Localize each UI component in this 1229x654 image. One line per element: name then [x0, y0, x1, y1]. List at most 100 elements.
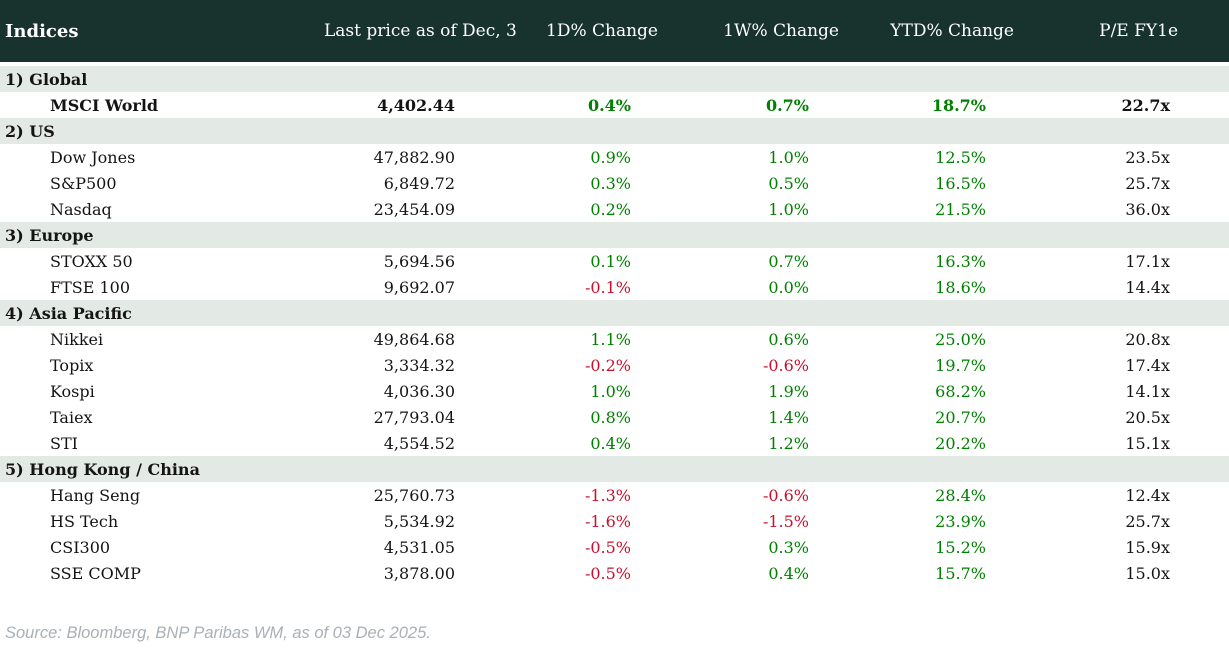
index-row: STOXX 50 5,694.56 0.1% 0.7% 16.3% 17.1x [0, 248, 1229, 274]
change-ytd-cell: 12.5% [935, 147, 986, 167]
section-header-row: 5) Hong Kong / China [0, 456, 1229, 482]
column-header-ytd-change: YTD% Change [890, 21, 1014, 41]
index-name-cell: Taiex [50, 407, 93, 427]
table-body: 1) Global MSCI World 4,402.44 0.4% 0.7% 18.7%… [0, 66, 1229, 586]
change-1d-cell: 0.1% [590, 251, 631, 271]
last-price-cell: 3,878.00 [383, 563, 455, 583]
change-1d-cell: 0.3% [590, 173, 631, 193]
change-1w-cell: 1.0% [768, 199, 809, 219]
change-ytd-cell: 16.3% [935, 251, 986, 271]
change-1w-cell: 0.7% [768, 251, 809, 271]
section-header-row: 3) Europe [0, 222, 1229, 248]
change-ytd-cell: 18.7% [931, 95, 986, 115]
index-row: S&P500 6,849.72 0.3% 0.5% 16.5% 25.7x [0, 170, 1229, 196]
pe-cell: 25.7x [1125, 511, 1170, 531]
index-name-cell: CSI300 [50, 537, 111, 557]
change-1d-cell: -0.1% [584, 277, 631, 297]
change-ytd-cell: 25.0% [935, 329, 986, 349]
change-ytd-cell: 28.4% [935, 485, 986, 505]
change-ytd-cell: 20.7% [935, 407, 986, 427]
index-name-cell: Kospi [50, 381, 95, 401]
index-name-cell: Hang Seng [50, 485, 141, 505]
column-header-indices: Indices [5, 20, 79, 42]
section-label: 1) Global [5, 69, 88, 89]
last-price-cell: 4,554.52 [383, 433, 455, 453]
index-name-cell: Topix [50, 355, 94, 375]
index-row: STI 4,554.52 0.4% 1.2% 20.2% 15.1x [0, 430, 1229, 456]
pe-cell: 15.9x [1125, 537, 1170, 557]
change-1w-cell: 1.2% [768, 433, 809, 453]
change-ytd-cell: 21.5% [935, 199, 986, 219]
change-1d-cell: -1.6% [584, 511, 631, 531]
section-header-row: 1) Global [0, 66, 1229, 92]
index-row: HS Tech 5,534.92 -1.6% -1.5% 23.9% 25.7x [0, 508, 1229, 534]
change-ytd-cell: 15.7% [935, 563, 986, 583]
pe-cell: 14.4x [1125, 277, 1170, 297]
change-1d-cell: 1.0% [590, 381, 631, 401]
pe-cell: 22.7x [1121, 95, 1170, 115]
change-1d-cell: 1.1% [590, 329, 631, 349]
index-name-cell: MSCI World [50, 95, 159, 115]
change-1w-cell: -1.5% [762, 511, 809, 531]
index-row: SSE COMP 3,878.00 -0.5% 0.4% 15.7% 15.0x [0, 560, 1229, 586]
index-row: Nasdaq 23,454.09 0.2% 1.0% 21.5% 36.0x [0, 196, 1229, 222]
last-price-cell: 9,692.07 [383, 277, 455, 297]
pe-cell: 12.4x [1125, 485, 1170, 505]
change-1w-cell: 1.9% [768, 381, 809, 401]
last-price-cell: 5,694.56 [383, 251, 455, 271]
change-ytd-cell: 16.5% [935, 173, 986, 193]
index-name-cell: FTSE 100 [50, 277, 131, 297]
pe-cell: 20.8x [1125, 329, 1170, 349]
index-name-cell: SSE COMP [50, 563, 141, 583]
section-label: 3) Europe [5, 225, 94, 245]
change-ytd-cell: 23.9% [935, 511, 986, 531]
index-name-cell: Dow Jones [50, 147, 136, 167]
change-1w-cell: 0.6% [768, 329, 809, 349]
change-1d-cell: -0.2% [584, 355, 631, 375]
index-name-cell: HS Tech [50, 511, 119, 531]
change-ytd-cell: 19.7% [935, 355, 986, 375]
pe-cell: 23.5x [1125, 147, 1170, 167]
last-price-cell: 4,036.30 [383, 381, 455, 401]
index-row: Dow Jones 47,882.90 0.9% 1.0% 12.5% 23.5x [0, 144, 1229, 170]
change-ytd-cell: 20.2% [935, 433, 986, 453]
section-header-row: 2) US [0, 118, 1229, 144]
pe-cell: 14.1x [1125, 381, 1170, 401]
last-price-cell: 3,334.32 [383, 355, 455, 375]
pe-cell: 20.5x [1125, 407, 1170, 427]
change-1d-cell: 0.4% [590, 433, 631, 453]
change-1w-cell: 1.4% [768, 407, 809, 427]
change-1w-cell: 0.0% [768, 277, 809, 297]
pe-cell: 17.1x [1125, 251, 1170, 271]
change-1d-cell: 0.8% [590, 407, 631, 427]
index-name-cell: STOXX 50 [50, 251, 133, 271]
column-header-last-price: Last price as of Dec, 3 [324, 21, 517, 41]
change-ytd-cell: 68.2% [935, 381, 986, 401]
last-price-cell: 47,882.90 [373, 147, 455, 167]
last-price-cell: 5,534.92 [383, 511, 455, 531]
change-1w-cell: 0.5% [768, 173, 809, 193]
section-header-row: 4) Asia Pacific [0, 300, 1229, 326]
change-1w-cell: 0.4% [768, 563, 809, 583]
index-name-cell: S&P500 [50, 173, 117, 193]
pe-cell: 25.7x [1125, 173, 1170, 193]
change-1d-cell: -1.3% [584, 485, 631, 505]
change-1d-cell: 0.2% [590, 199, 631, 219]
change-1d-cell: 0.9% [590, 147, 631, 167]
index-row: Hang Seng 25,760.73 -1.3% -0.6% 28.4% 12.4x [0, 482, 1229, 508]
index-row: Topix 3,334.32 -0.2% -0.6% 19.7% 17.4x [0, 352, 1229, 378]
index-row: FTSE 100 9,692.07 -0.1% 0.0% 18.6% 14.4x [0, 274, 1229, 300]
source-note: Source: Bloomberg, BNP Paribas WM, as of… [5, 624, 431, 642]
last-price-cell: 4,531.05 [383, 537, 455, 557]
change-1w-cell: -0.6% [762, 355, 809, 375]
last-price-cell: 49,864.68 [373, 329, 455, 349]
section-label: 2) US [5, 121, 55, 141]
last-price-cell: 27,793.04 [373, 407, 455, 427]
column-header-pe: P/E FY1e [1099, 21, 1178, 41]
index-name-cell: Nasdaq [50, 199, 112, 219]
column-header-1d-change: 1D% Change [546, 21, 658, 41]
last-price-cell: 4,402.44 [377, 95, 455, 115]
pe-cell: 15.0x [1125, 563, 1170, 583]
last-price-cell: 25,760.73 [373, 485, 455, 505]
